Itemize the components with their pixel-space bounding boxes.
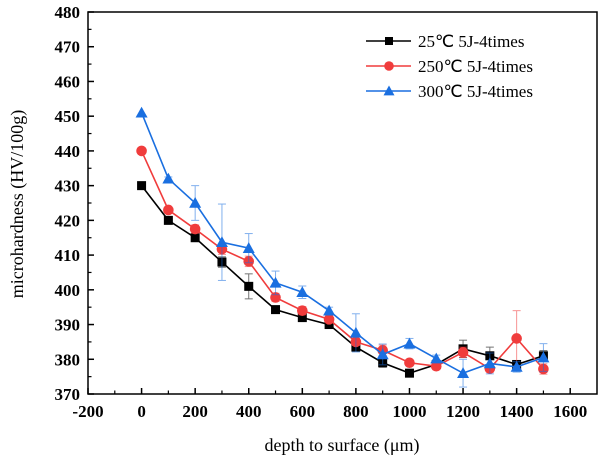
x-tick-label: -200 — [72, 402, 103, 421]
series-square — [137, 181, 548, 378]
legend-item: 300℃ 5J-4times — [366, 82, 533, 101]
marker-triangle — [242, 242, 255, 253]
marker-square — [404, 368, 414, 378]
x-tick-label: 800 — [343, 402, 369, 421]
marker-circle — [384, 61, 394, 71]
y-tick-label: 410 — [55, 246, 81, 265]
marker-triangle — [215, 236, 228, 248]
marker-square — [137, 181, 147, 191]
y-tick-label: 430 — [55, 177, 81, 196]
y-axis: 370 380 390 400 410 420 430 440 450 460 470 480 — [55, 3, 94, 404]
marker-square — [163, 215, 173, 225]
marker-square — [385, 37, 393, 45]
marker-triangle — [349, 326, 362, 338]
legend-label: 25℃ 5J-4times — [418, 32, 524, 51]
x-axis: -200 0 200 400 600 800 1000 1200 1400 1600 — [72, 388, 587, 421]
marker-circle — [511, 333, 522, 344]
legend-item: 250℃ 5J-4times — [366, 57, 533, 76]
x-tick-label: 1400 — [500, 402, 534, 421]
marker-triangle — [376, 348, 389, 360]
x-tick-label: 400 — [236, 402, 262, 421]
series-line — [140, 185, 544, 375]
x-axis-title: depth to surface (μm) — [264, 435, 419, 456]
marker-circle — [404, 357, 415, 369]
series-line — [140, 150, 545, 370]
y-tick-label: 420 — [55, 211, 81, 230]
marker-circle — [297, 305, 308, 316]
marker-square — [244, 281, 254, 291]
marker-triangle — [296, 286, 309, 298]
y-axis-title: microhardness (HV/100g) — [7, 110, 28, 298]
marker-triangle — [269, 276, 282, 288]
x-tick-label: 1600 — [553, 402, 587, 421]
y-tick-label: 440 — [55, 142, 81, 161]
y-tick-label: 460 — [55, 72, 81, 91]
marker-triangle — [383, 85, 395, 96]
marker-circle — [136, 145, 147, 157]
marker-triangle — [510, 360, 523, 372]
marker-square — [190, 233, 200, 243]
y-tick-label: 470 — [55, 38, 81, 57]
marker-square — [297, 313, 307, 323]
series-layer — [135, 106, 550, 388]
marker-triangle — [457, 367, 470, 378]
marker-triangle — [162, 172, 175, 184]
marker-circle — [430, 360, 442, 372]
marker-triangle — [430, 352, 443, 364]
y-tick-label: 370 — [55, 385, 81, 404]
marker-triangle — [323, 304, 336, 316]
series-line — [140, 112, 544, 375]
legend-item: 25℃ 5J-4times — [366, 32, 524, 51]
marker-circle — [189, 223, 201, 235]
marker-circle — [457, 347, 469, 358]
series-triangle — [135, 106, 550, 388]
legend-label: 250℃ 5J-4times — [418, 57, 533, 76]
y-tick-label: 400 — [55, 281, 81, 300]
marker-circle — [323, 314, 335, 325]
x-tick-label: 1200 — [446, 402, 480, 421]
y-tick-label: 390 — [55, 316, 81, 335]
marker-triangle — [189, 197, 202, 208]
legend-label: 300℃ 5J-4times — [418, 82, 533, 101]
marker-circle — [163, 204, 174, 216]
y-tick-label: 450 — [55, 107, 81, 126]
y-tick-label: 480 — [55, 3, 81, 22]
series-circle — [136, 145, 549, 375]
legend: 25℃ 5J-4times 250℃ 5J-4times 300℃ 5J-4time… — [366, 32, 533, 101]
y-tick-label: 380 — [55, 350, 81, 369]
x-tick-label: 200 — [182, 402, 208, 421]
marker-triangle — [537, 351, 550, 363]
x-tick-label: 600 — [290, 402, 316, 421]
marker-triangle — [483, 357, 496, 369]
marker-triangle — [403, 337, 416, 349]
marker-square — [271, 305, 281, 315]
marker-triangle — [135, 106, 148, 118]
x-tick-label: 0 — [137, 402, 146, 421]
x-tick-label: 1000 — [392, 402, 426, 421]
